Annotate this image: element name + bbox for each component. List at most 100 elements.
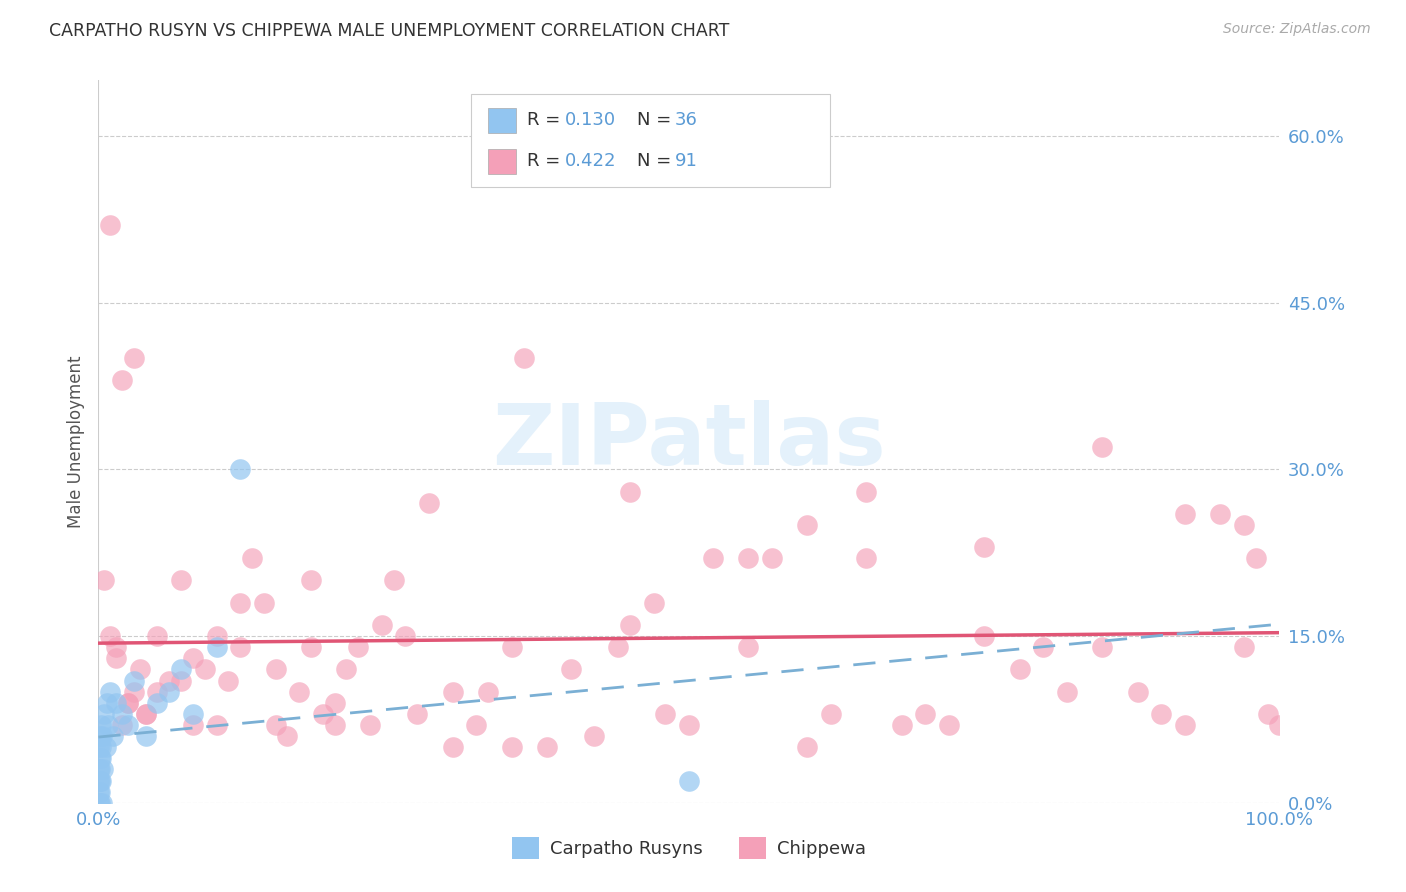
Text: ZIPatlas: ZIPatlas [492, 400, 886, 483]
Text: 91: 91 [675, 153, 697, 170]
Text: R =: R = [527, 153, 567, 170]
Point [1233, 517, 1256, 532]
Point [170, 673, 193, 688]
Point [737, 640, 759, 655]
Point [181, 651, 204, 665]
Text: N =: N = [637, 153, 676, 170]
Point [678, 773, 700, 788]
Point [89, 729, 111, 743]
Point [654, 706, 676, 721]
Point [1032, 640, 1054, 655]
Point [643, 596, 665, 610]
Point [359, 718, 381, 732]
Point [117, 696, 139, 710]
Point [122, 673, 145, 688]
Point [217, 673, 239, 688]
Point [1008, 662, 1031, 676]
Point [93, 706, 115, 721]
Point [98, 629, 121, 643]
Point [347, 640, 370, 655]
Point [91, 796, 114, 810]
Point [181, 706, 204, 721]
Point [87, 796, 110, 810]
Point [335, 662, 357, 676]
Point [1209, 507, 1232, 521]
Point [583, 729, 606, 743]
Point [382, 574, 405, 588]
Point [702, 551, 724, 566]
Text: 0.422: 0.422 [565, 153, 617, 170]
Point [973, 629, 995, 643]
Point [97, 718, 120, 732]
Point [890, 718, 912, 732]
Point [288, 684, 311, 698]
Point [89, 773, 111, 788]
Point [441, 740, 464, 755]
Point [253, 596, 276, 610]
Point [122, 351, 145, 366]
Point [1126, 684, 1149, 698]
Point [938, 718, 960, 732]
Point [89, 796, 111, 810]
Point [1268, 718, 1291, 732]
Point [323, 696, 346, 710]
Point [105, 640, 128, 655]
Point [135, 729, 157, 743]
Point [111, 718, 134, 732]
Point [312, 706, 335, 721]
Point [89, 785, 111, 799]
Point [1091, 640, 1114, 655]
Point [117, 718, 139, 732]
Point [264, 662, 287, 676]
Point [101, 729, 124, 743]
Point [94, 740, 117, 755]
Point [512, 351, 534, 366]
Point [240, 551, 263, 566]
Point [105, 696, 128, 710]
Point [914, 706, 936, 721]
Point [87, 773, 110, 788]
Point [394, 629, 416, 643]
Point [820, 706, 842, 721]
Point [111, 706, 134, 721]
Point [117, 696, 139, 710]
Point [128, 662, 150, 676]
Point [105, 651, 128, 665]
Point [91, 763, 114, 777]
Y-axis label: Male Unemployment: Male Unemployment [66, 355, 84, 528]
Point [229, 596, 252, 610]
Point [98, 684, 121, 698]
Point [560, 662, 582, 676]
Point [157, 684, 180, 698]
Point [146, 696, 169, 710]
Point [796, 517, 818, 532]
Point [89, 763, 111, 777]
Point [1174, 507, 1197, 521]
Point [90, 740, 112, 755]
Point [122, 684, 145, 698]
Point [855, 484, 877, 499]
Point [607, 640, 630, 655]
Point [205, 718, 228, 732]
Point [91, 729, 114, 743]
Text: 0.130: 0.130 [565, 112, 616, 129]
Point [87, 785, 110, 799]
Point [93, 574, 115, 588]
Point [135, 706, 157, 721]
Point [229, 462, 252, 476]
Point [441, 684, 464, 698]
Point [418, 496, 440, 510]
Point [205, 640, 228, 655]
Point [87, 763, 110, 777]
Point [323, 718, 346, 732]
Point [170, 574, 193, 588]
Point [1233, 640, 1256, 655]
Point [1091, 440, 1114, 454]
Point [796, 740, 818, 755]
Point [501, 740, 523, 755]
Point [737, 551, 759, 566]
Point [973, 540, 995, 554]
Text: 36: 36 [675, 112, 697, 129]
Point [477, 684, 499, 698]
Point [89, 751, 111, 765]
